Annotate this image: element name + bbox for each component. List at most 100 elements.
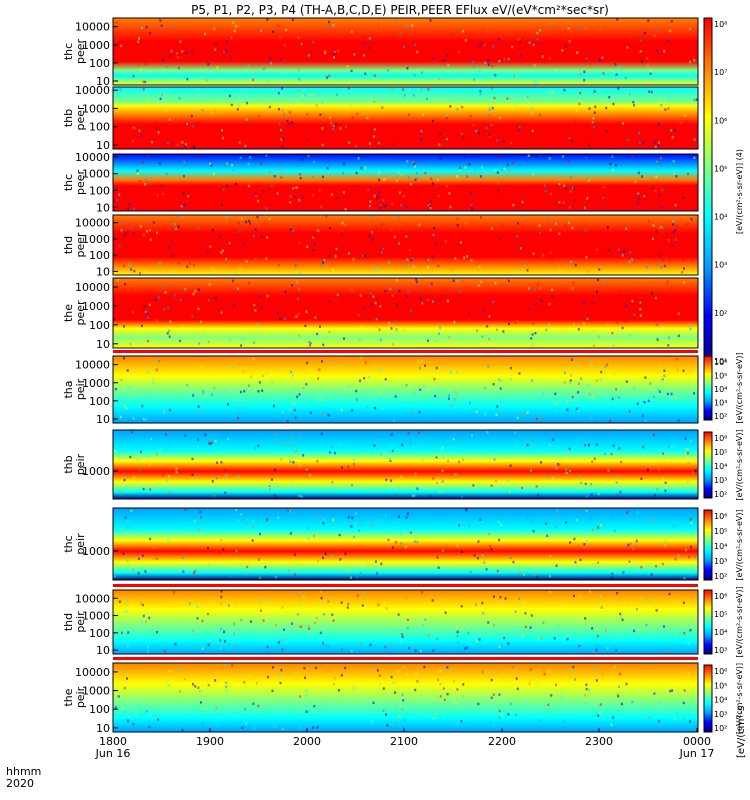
- y-tick-label: 100: [89, 121, 110, 134]
- panel-the-peer: 10000 1000 100 10 the peer: [62, 277, 699, 351]
- colorbar-tick-label: 10⁴: [714, 462, 727, 471]
- colorbar-tick-label: 10⁵: [714, 681, 727, 690]
- colorbar-tick-label: 10⁶: [714, 592, 727, 601]
- colorbar-tick-label: 10⁴: [714, 213, 727, 222]
- colorbar-tick-label: 10³: [714, 261, 727, 270]
- colorbar-tick-label: 10⁵: [714, 448, 727, 457]
- panel-tha-peir: 10000 1000 100 10 tha peir 10⁶ 10⁵ 10⁴ 10³ 10² [eV/…: [62, 350, 744, 426]
- x-tick-label-time: 1800: [99, 735, 127, 748]
- panel-probe-label: thc: [62, 535, 75, 552]
- panel-species-label: peir: [74, 686, 87, 708]
- colorbar-tick-label: 10³: [714, 557, 727, 566]
- x-tick-label-date: Jun 16: [95, 747, 131, 760]
- colorbar-units-label: [eV/(cm²-s-sr-eV)]: [735, 663, 744, 734]
- colorbar: [703, 664, 713, 733]
- x-tick-label-date: Jun 17: [679, 747, 715, 760]
- panel-species-label: peer: [74, 39, 87, 65]
- panel-flag-bar: [113, 657, 698, 660]
- spectrogram-texture: [113, 87, 698, 149]
- colorbar-tick-label: 10⁵: [714, 164, 727, 173]
- panel-frame: [112, 507, 699, 581]
- y-tick-label: 10: [96, 139, 110, 152]
- spectrogram-image: [113, 154, 698, 211]
- colorbar-tick-label: 10⁸: [714, 20, 727, 29]
- panel-probe-label: thb: [62, 109, 75, 127]
- spectrogram-image: [113, 356, 698, 423]
- y-tick-label: 1000: [82, 545, 110, 558]
- spectrogram-texture: [115, 590, 693, 654]
- y-tick-label: 100: [89, 185, 110, 198]
- y-tick-label: 1000: [82, 377, 110, 390]
- panel-frame: [112, 17, 699, 86]
- colorbar-units-left: [eV/(cm²-s: [736, 706, 747, 758]
- x-tick-label-time: 2000: [293, 735, 321, 748]
- panel-frame: [112, 429, 699, 500]
- y-tick-label: 1000: [82, 685, 110, 698]
- panel-thd-peir: 10000 1000 100 10 thd peir 10⁶ 10⁵ 10⁴ 10³ [eV/(cm…: [62, 584, 744, 658]
- colorbar-tick-label: 10²: [714, 490, 727, 499]
- spectrogram-texture: [115, 154, 696, 211]
- panel-probe-label: tha: [62, 380, 75, 398]
- panel-species-label: peir: [74, 533, 87, 555]
- y-tick-label: 10000: [75, 281, 110, 294]
- y-tick-label: 10000: [75, 217, 110, 230]
- colorbar-units-label: [eV/(cm²-s-sr-eV)]: [735, 586, 744, 657]
- y-tick-label: 1000: [82, 465, 110, 478]
- colorbar-tick-label: 10⁷: [714, 68, 727, 77]
- y-tick-label: 10: [96, 722, 110, 735]
- x-tick-label-time: 2300: [585, 735, 613, 748]
- y-tick-label: 10: [96, 413, 110, 426]
- spectrogram-image: [113, 87, 698, 149]
- y-tick-label: 100: [89, 319, 110, 332]
- y-tick-label: 10000: [75, 21, 110, 34]
- y-tick-label: 1000: [82, 168, 110, 181]
- colorbar: [703, 431, 713, 499]
- panel-flag-bar: [113, 350, 698, 353]
- panel-species-label: peir: [74, 378, 87, 400]
- panel-probe-label: thd: [62, 236, 75, 254]
- colorbar: [703, 589, 713, 655]
- colorbar-units-label: [eV/(cm²-s-sr-eV)]: [735, 509, 744, 580]
- x-tick-label-time: 2100: [390, 735, 418, 748]
- colorbar-tick-label: 10⁶: [714, 667, 727, 676]
- panel-thb-peir: 1000 thb peir 10⁶ 10⁵ 10⁴ 10³ 10² [eV/(cm²-s-sr-…: [62, 429, 744, 500]
- colorbar-units-label: [eV/(cm²-s-sr-eV)] (4): [735, 149, 744, 234]
- panel-species-label: peer: [74, 170, 87, 196]
- colorbar: [703, 17, 713, 366]
- panel-frame: [112, 662, 699, 733]
- spectrogram-image: [113, 18, 698, 85]
- colorbar-tick-label: 10²: [714, 309, 727, 318]
- colorbar-tick-label: 10⁵: [714, 527, 727, 536]
- spectrogram-image: [113, 508, 698, 580]
- colorbar-tick-label: 10⁶: [714, 358, 727, 367]
- spectrogram-texture: [113, 278, 692, 348]
- colorbar-tick-label: 10⁵: [714, 372, 727, 381]
- colorbar-tick-label: 10¹: [714, 357, 727, 366]
- y-tick-label: 100: [89, 57, 110, 70]
- y-tick-label: 10: [96, 644, 110, 657]
- panel-probe-label: thc: [62, 43, 75, 60]
- panel-frame: [112, 277, 699, 349]
- x-tick-label-time: 0000: [683, 735, 711, 748]
- panel-the-peir: 10000 1000 100 10 the peir 10⁶ 10⁵ 10⁴ 10³ 10² [eV/…: [62, 657, 744, 735]
- time-axis-label-year: 2020: [6, 777, 34, 790]
- panel-species-label: peer: [74, 300, 87, 326]
- y-tick-label: 10000: [75, 359, 110, 372]
- x-tick-label-time: 2200: [488, 735, 516, 748]
- panel-probe-label: the: [62, 688, 75, 706]
- colorbar-tick-label: 10²: [714, 412, 727, 421]
- y-tick-label: 100: [89, 627, 110, 640]
- colorbar-tick-label: 10⁴: [714, 385, 727, 394]
- panel-thb-peer: 10000 1000 100 10 thb peer: [62, 84, 699, 152]
- colorbar-tick-label: 10²: [714, 572, 727, 581]
- colorbar-tick-label: 10⁶: [714, 512, 727, 521]
- colorbar: [703, 509, 713, 581]
- y-tick-label: 100: [89, 249, 110, 262]
- spectrogram-texture: [118, 215, 693, 275]
- spectrogram-texture: [114, 663, 691, 732]
- panel-frame: [112, 214, 699, 276]
- colorbar-units-label: [eV/(cm²-s-sr-eV)]: [735, 352, 744, 423]
- panel-species-label: peer: [74, 105, 87, 131]
- colorbar-tick-label: 10³: [714, 476, 727, 485]
